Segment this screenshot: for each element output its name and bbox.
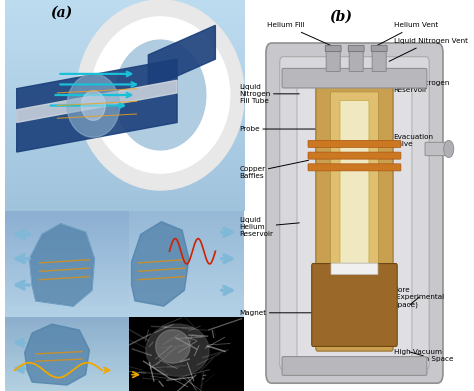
Text: Bore
(Experimental
Space): Bore (Experimental Space) bbox=[393, 287, 445, 308]
Text: Liquid
Helium
Reservoir: Liquid Helium Reservoir bbox=[239, 217, 299, 237]
Ellipse shape bbox=[67, 74, 119, 137]
FancyBboxPatch shape bbox=[282, 357, 427, 375]
FancyBboxPatch shape bbox=[308, 164, 401, 171]
Polygon shape bbox=[17, 59, 177, 152]
FancyBboxPatch shape bbox=[282, 68, 427, 88]
Text: (b): (b) bbox=[329, 10, 352, 24]
FancyBboxPatch shape bbox=[308, 140, 401, 147]
Text: Probe: Probe bbox=[239, 126, 318, 132]
FancyBboxPatch shape bbox=[372, 48, 386, 72]
Circle shape bbox=[444, 140, 454, 158]
FancyBboxPatch shape bbox=[349, 48, 363, 72]
FancyBboxPatch shape bbox=[316, 83, 393, 351]
FancyBboxPatch shape bbox=[308, 152, 401, 159]
FancyBboxPatch shape bbox=[331, 263, 378, 274]
FancyBboxPatch shape bbox=[348, 45, 364, 52]
Text: Helium Fill: Helium Fill bbox=[267, 22, 336, 48]
Polygon shape bbox=[148, 25, 215, 89]
Text: Copper
Baffles: Copper Baffles bbox=[239, 160, 309, 179]
Ellipse shape bbox=[146, 324, 209, 376]
Text: Evacuation
Valve: Evacuation Valve bbox=[393, 134, 447, 149]
Polygon shape bbox=[25, 324, 90, 385]
Polygon shape bbox=[131, 222, 189, 306]
Text: Magnet: Magnet bbox=[239, 310, 313, 316]
Text: Helium Vent: Helium Vent bbox=[373, 22, 438, 48]
Text: Liquid Nitrogen Vent: Liquid Nitrogen Vent bbox=[389, 38, 467, 61]
FancyBboxPatch shape bbox=[297, 70, 412, 360]
FancyBboxPatch shape bbox=[340, 100, 369, 337]
Ellipse shape bbox=[77, 0, 244, 190]
FancyBboxPatch shape bbox=[330, 92, 379, 342]
FancyBboxPatch shape bbox=[425, 142, 447, 156]
Ellipse shape bbox=[115, 40, 206, 150]
FancyBboxPatch shape bbox=[325, 45, 341, 52]
Ellipse shape bbox=[82, 91, 105, 120]
Text: Liquid
Nitrogen
Fill Tube: Liquid Nitrogen Fill Tube bbox=[239, 84, 299, 104]
FancyBboxPatch shape bbox=[312, 264, 397, 346]
FancyBboxPatch shape bbox=[280, 57, 429, 369]
FancyBboxPatch shape bbox=[326, 48, 340, 72]
Text: (a): (a) bbox=[51, 6, 73, 20]
Polygon shape bbox=[17, 80, 177, 122]
FancyBboxPatch shape bbox=[266, 43, 443, 383]
Text: Liquid Nitrogen
Reservoir: Liquid Nitrogen Reservoir bbox=[393, 79, 449, 93]
FancyBboxPatch shape bbox=[371, 45, 387, 52]
Text: High Vacuum
Insulation Space: High Vacuum Insulation Space bbox=[393, 349, 453, 362]
Ellipse shape bbox=[91, 17, 230, 173]
Ellipse shape bbox=[155, 330, 190, 363]
Polygon shape bbox=[30, 224, 94, 306]
